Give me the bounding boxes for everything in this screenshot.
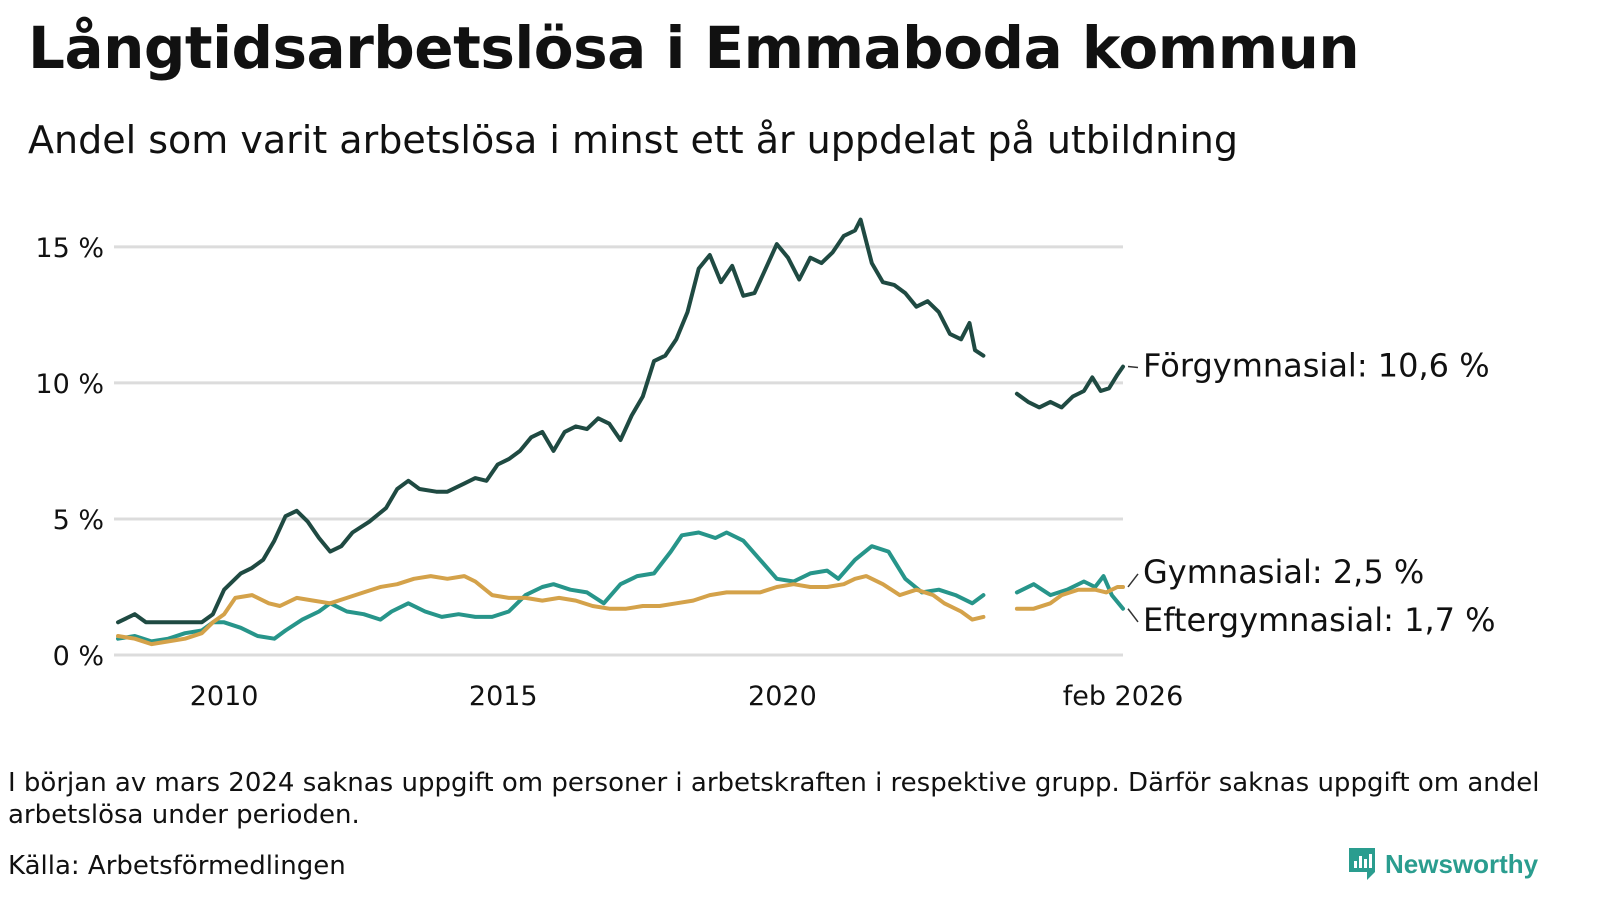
y-tick-label: 15 % [35, 233, 104, 264]
series-label-eftergymnasial: Eftergymnasial: 1,7 % [1143, 601, 1496, 639]
y-tick-label: 10 % [35, 369, 104, 400]
chart-subtitle: Andel som varit arbetslösa i minst ett å… [28, 118, 1239, 162]
source-credit: Källa: Arbetsförmedlingen [8, 851, 346, 881]
y-tick-label: 5 % [53, 505, 104, 536]
chart-title: Långtidsarbetslösa i Emmaboda kommun [28, 14, 1360, 82]
footnote: I början av mars 2024 saknas uppgift om … [8, 768, 1540, 830]
series-lines [116, 217, 1125, 647]
x-tick-label: 2010 [190, 681, 259, 712]
brand-logo[interactable]: Newsworthy [1347, 842, 1538, 886]
y-tick-label: 0 % [53, 641, 104, 672]
series-line-gymnasial [116, 574, 1125, 647]
series-line-eftergymnasial [116, 530, 1125, 644]
x-tick-label: 2015 [469, 681, 538, 712]
brand-name: Newsworthy [1385, 848, 1539, 879]
label-leader-line [1127, 608, 1139, 623]
x-tick-label: feb 2026 [1063, 681, 1184, 712]
gridlines [114, 245, 1123, 657]
label-leader-line [1127, 365, 1139, 369]
label-leader-line [1127, 573, 1139, 588]
x-axis: 2010 2015 2020 feb 2026 [190, 681, 1184, 712]
line-chart: 0 % 5 % 10 % 15 % 2010 2015 2020 feb 2026 Förg… [35, 217, 1496, 712]
x-tick-label: 2020 [748, 681, 817, 712]
series-labels: Förgymnasial: 10,6 % Gymnasial: 2,5 % Efte… [1127, 347, 1496, 639]
y-axis: 0 % 5 % 10 % 15 % [35, 233, 104, 672]
series-label-förgymnasial: Förgymnasial: 10,6 % [1143, 347, 1490, 385]
newsworthy-logo-icon [1349, 848, 1375, 880]
series-label-gymnasial: Gymnasial: 2,5 % [1143, 553, 1424, 591]
series-line-förgymnasial [116, 217, 1125, 625]
